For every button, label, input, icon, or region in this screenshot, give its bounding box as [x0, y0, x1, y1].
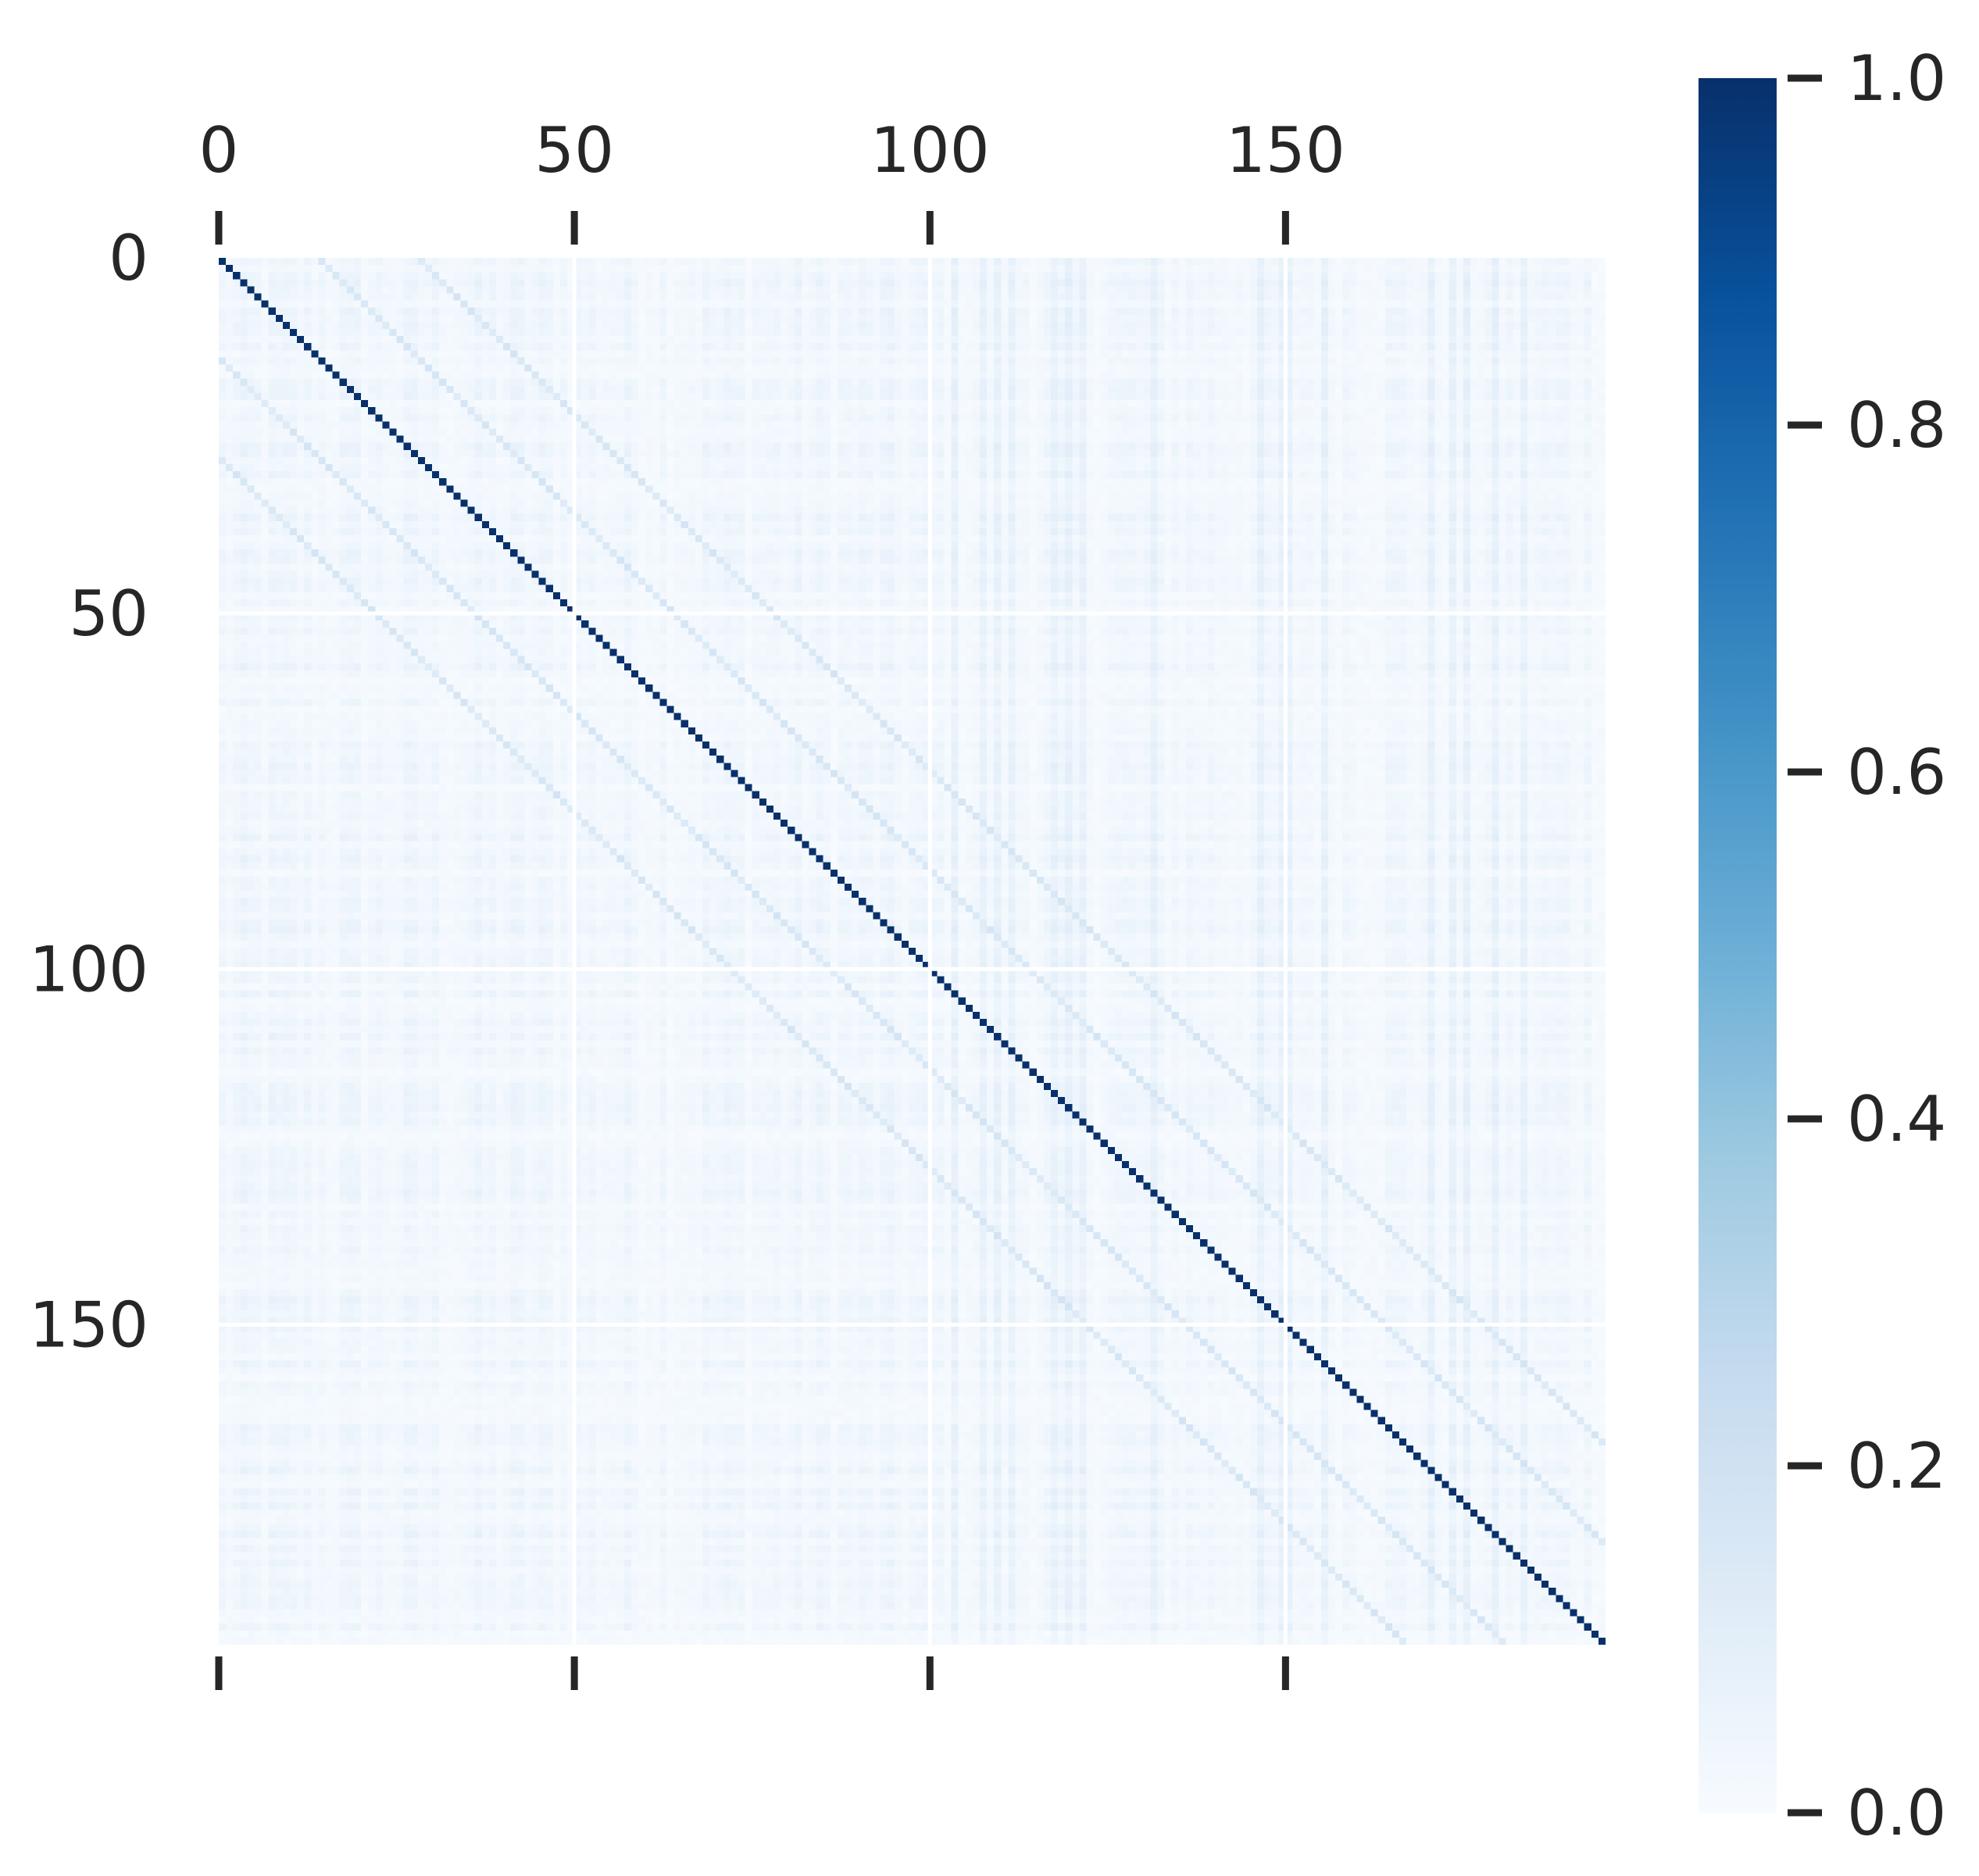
- y-tick-label: 0: [109, 222, 148, 295]
- y-tick-label: 50: [69, 577, 148, 650]
- gridlines: [219, 258, 1606, 1645]
- heatmap-cells: [219, 258, 1606, 1645]
- colorbar: [1699, 78, 1777, 1813]
- x-tick-label: 150: [1226, 114, 1345, 187]
- x-tick-label: 0: [199, 114, 239, 187]
- x-axis-ticks-top: 0 50 100 150: [199, 114, 1345, 245]
- y-tick-label: 100: [29, 933, 148, 1006]
- x-axis-ticks-bottom: [215, 1656, 1289, 1690]
- colorbar-tick-label: 0.0: [1847, 1777, 1946, 1849]
- x-tick-label: 100: [870, 114, 990, 187]
- colorbar-tick-label: 0.8: [1847, 389, 1946, 462]
- x-tick-label: 50: [534, 114, 614, 187]
- colorbar-tick-label: 0.2: [1847, 1430, 1946, 1503]
- colorbar-tick-label: 0.6: [1847, 736, 1946, 809]
- y-axis-ticks: 0 50 100 150: [29, 222, 148, 1361]
- colorbar-tick-label: 0.4: [1847, 1083, 1946, 1156]
- colorbar-ticks: 0.0 0.2 0.4 0.6 0.8 1.0: [1788, 42, 1946, 1849]
- heatmap-image: [219, 258, 1606, 1645]
- colorbar-tick-label: 1.0: [1847, 42, 1946, 115]
- y-tick-label: 150: [29, 1288, 148, 1361]
